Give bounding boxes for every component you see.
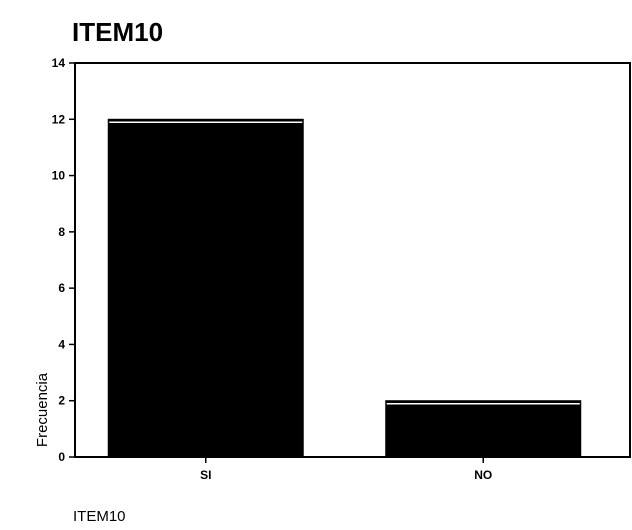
bar-no bbox=[385, 400, 582, 458]
bar-si bbox=[107, 118, 304, 458]
x-tick-label: NO bbox=[474, 468, 492, 482]
plot-frame bbox=[74, 62, 631, 458]
chart-title: ITEM10 bbox=[72, 17, 163, 47]
y-tick-label: 4 bbox=[58, 337, 65, 351]
x-axis: SI NO bbox=[200, 457, 492, 482]
bars bbox=[107, 118, 582, 458]
y-tick-label: 0 bbox=[58, 450, 65, 464]
x-tick-label: SI bbox=[200, 468, 211, 482]
y-axis: 0 2 4 6 8 10 12 14 bbox=[52, 56, 75, 464]
y-tick-label: 8 bbox=[58, 225, 65, 239]
x-axis-label: ITEM10 bbox=[73, 508, 126, 525]
y-axis-label: Frecuencia bbox=[34, 372, 51, 447]
plot-area bbox=[74, 62, 631, 458]
y-tick-label: 2 bbox=[58, 394, 65, 408]
y-tick-label: 14 bbox=[52, 56, 66, 70]
y-tick-label: 10 bbox=[52, 169, 66, 183]
y-tick-label: 6 bbox=[58, 281, 65, 295]
y-tick-label: 12 bbox=[52, 112, 66, 126]
